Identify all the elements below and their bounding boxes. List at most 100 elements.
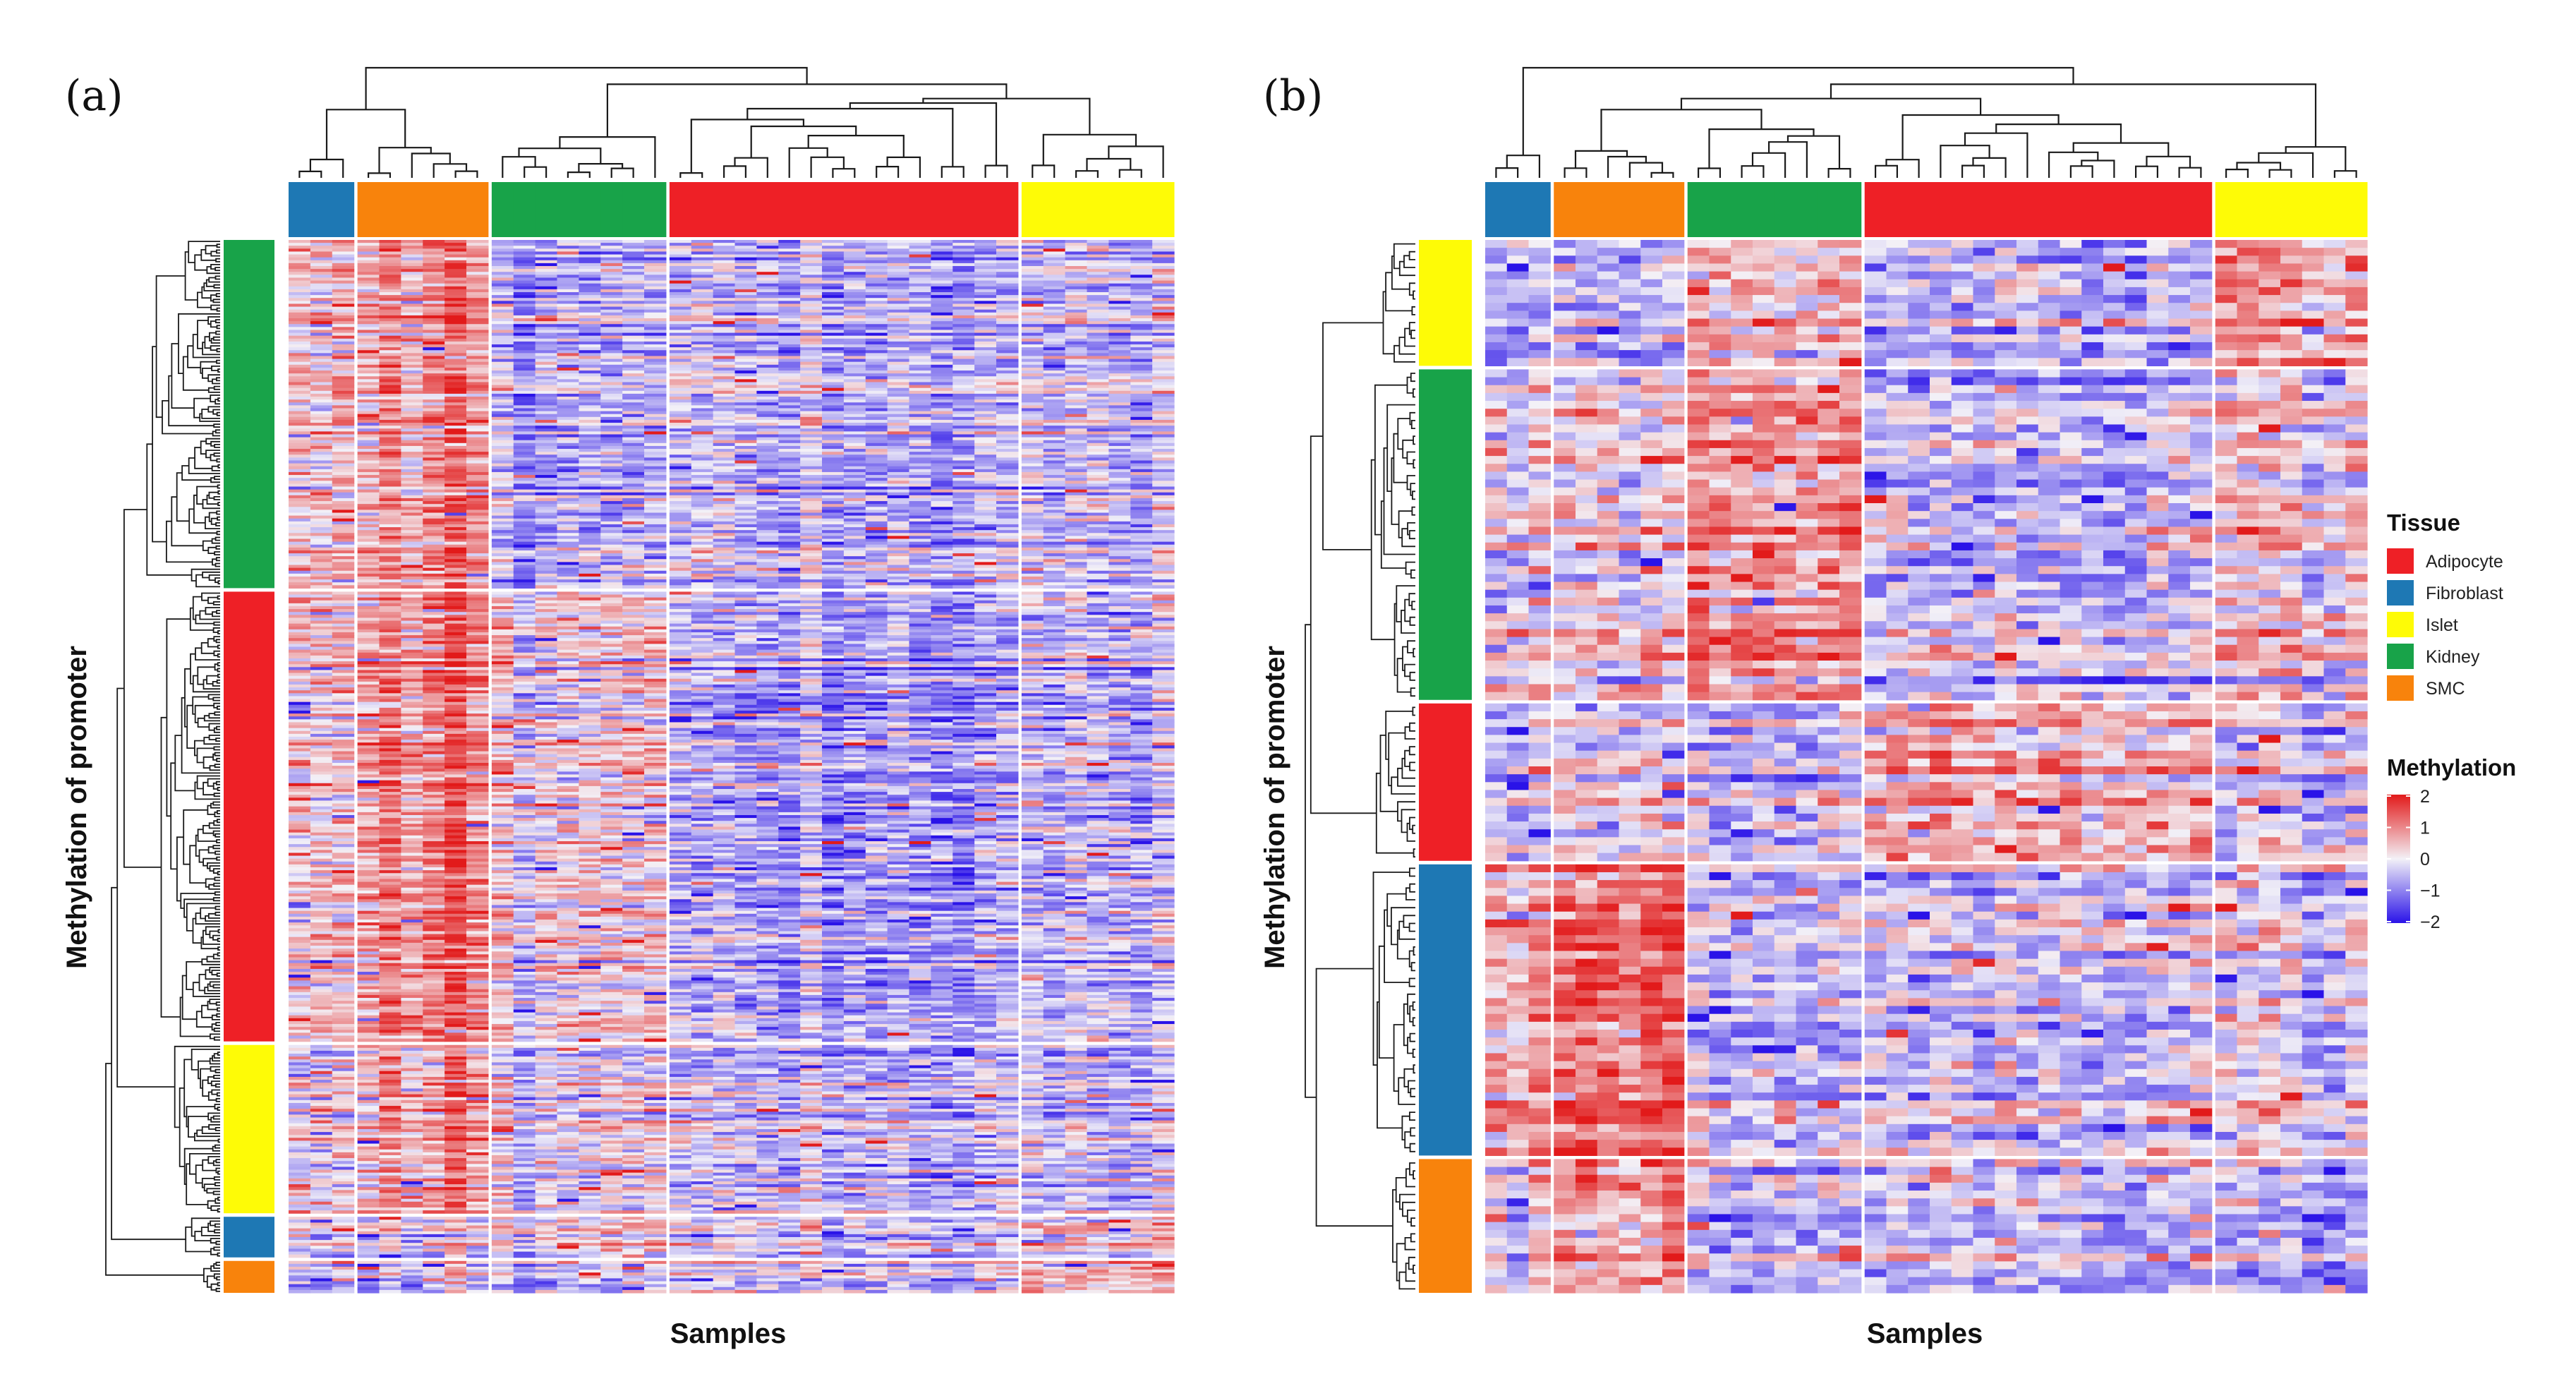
heatmap-cell: [1043, 370, 1066, 374]
heatmap-cell: [310, 364, 333, 368]
heatmap-cell: [401, 544, 423, 548]
heatmap-cell: [1130, 344, 1153, 348]
heatmap-cell: [491, 547, 514, 551]
heatmap-cell: [289, 254, 311, 258]
heatmap-cell: [1021, 510, 1044, 514]
heatmap-cell: [734, 486, 757, 490]
heatmap-cell: [600, 295, 623, 299]
heatmap-cell: [953, 358, 975, 363]
heatmap-cell: [423, 358, 445, 363]
heatmap-cell: [445, 495, 467, 499]
heatmap-cell: [379, 501, 401, 505]
heatmap-cell: [1152, 397, 1175, 400]
heatmap-cell: [579, 504, 601, 507]
heatmap-cell: [931, 524, 953, 528]
heatmap-cell: [800, 240, 823, 243]
heatmap-cell: [1065, 510, 1088, 514]
heatmap-cell: [1130, 272, 1153, 275]
heatmap-cell: [1108, 504, 1131, 507]
heatmap-cell: [622, 431, 645, 435]
heatmap-cell: [843, 283, 866, 287]
heatmap-cell: [1130, 556, 1153, 560]
heatmap-cell: [600, 373, 623, 377]
heatmap-cell: [445, 356, 467, 360]
heatmap-cell: [800, 286, 823, 290]
heatmap-cell: [909, 521, 931, 525]
heatmap-cell: [996, 492, 1019, 496]
heatmap-cell: [557, 521, 579, 525]
heatmap-cell: [1087, 544, 1109, 548]
heatmap-cell: [887, 269, 910, 272]
heatmap-cell: [644, 367, 667, 371]
heatmap-cell: [1043, 373, 1066, 377]
heatmap-cell: [535, 507, 558, 510]
heatmap-cell: [931, 463, 953, 467]
heatmap-cell: [579, 541, 601, 546]
heatmap-cell: [357, 318, 380, 322]
heatmap-cell: [1087, 246, 1109, 249]
column-annotation-cell: [1087, 182, 1109, 237]
heatmap-cell: [931, 449, 953, 452]
heatmap-cell: [513, 495, 536, 499]
heatmap-cell: [756, 426, 779, 429]
heatmap-cell: [579, 266, 601, 270]
heatmap-cell: [822, 312, 845, 316]
heatmap-cell: [1152, 309, 1175, 313]
heatmap-cell: [669, 376, 692, 380]
heatmap-cell: [289, 387, 311, 392]
heatmap-cell: [1065, 277, 1088, 282]
heatmap-cell: [865, 280, 888, 284]
heatmap-cell: [756, 567, 779, 572]
heatmap-cell: [644, 379, 667, 383]
heatmap-cell: [691, 538, 714, 543]
heatmap-cell: [1087, 332, 1109, 337]
heatmap-cell: [579, 419, 601, 423]
heatmap-cell: [513, 498, 536, 502]
heatmap-cell: [600, 423, 623, 426]
heatmap-cell: [953, 486, 975, 490]
heatmap-cell: [931, 567, 953, 572]
heatmap-cell: [822, 565, 845, 569]
column-annotation-cell: [800, 182, 823, 237]
heatmap-cell: [865, 347, 888, 351]
heatmap-cell: [931, 504, 953, 507]
heatmap-cell: [289, 397, 311, 400]
heatmap-cell: [600, 553, 623, 557]
heatmap-cell: [1108, 286, 1131, 290]
heatmap-cell: [996, 536, 1019, 540]
heatmap-cell: [491, 437, 514, 441]
heatmap-cell: [445, 292, 467, 296]
heatmap-cell: [1130, 419, 1153, 423]
heatmap-cell: [491, 277, 514, 282]
heatmap-cell: [401, 382, 423, 386]
heatmap-cell: [800, 393, 823, 397]
heatmap-cell: [445, 510, 467, 514]
heatmap-cell: [909, 263, 931, 267]
heatmap-cell: [557, 440, 579, 444]
heatmap-cell: [822, 495, 845, 499]
heatmap-cell: [909, 510, 931, 514]
heatmap-cell: [974, 286, 997, 290]
heatmap-cell: [909, 257, 931, 261]
heatmap-cell: [909, 376, 931, 380]
heatmap-cell: [778, 344, 801, 348]
heatmap-cell: [691, 550, 714, 554]
heatmap-cell: [289, 318, 311, 322]
heatmap-cell: [1043, 353, 1066, 357]
heatmap-cell: [466, 507, 489, 510]
heatmap-cell: [379, 471, 401, 476]
heatmap-cell: [822, 411, 845, 415]
heatmap-cell: [822, 292, 845, 296]
heatmap-cell: [1108, 370, 1131, 374]
heatmap-cell: [996, 280, 1019, 284]
heatmap-cell: [423, 471, 445, 476]
heatmap-cell: [756, 353, 779, 357]
heatmap-cell: [734, 341, 757, 345]
heatmap-cell: [778, 405, 801, 409]
heatmap-cell: [332, 492, 355, 496]
heatmap-cell: [401, 512, 423, 517]
heatmap-cell: [931, 507, 953, 510]
heatmap-cell: [865, 240, 888, 243]
heatmap-cell: [445, 515, 467, 519]
heatmap-cell: [644, 565, 667, 569]
